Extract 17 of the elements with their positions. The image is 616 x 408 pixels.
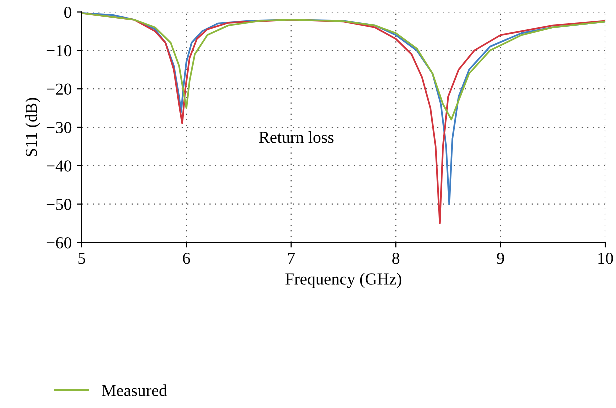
x-tick-label: 8 [392, 252, 400, 264]
x-tick-label: 9 [497, 253, 504, 264]
y-tick-label: −30 [46, 122, 72, 134]
annotation: Return loss [259, 131, 334, 144]
y-axis-title: S11 (dB) [25, 98, 41, 156]
x-tick-label: 10 [598, 252, 614, 264]
x-tick-label: 6 [183, 253, 190, 264]
x-tick-label: 5 [78, 253, 86, 264]
x-tick-label: 7 [288, 253, 296, 264]
y-tick-label: 0 [64, 6, 72, 18]
legend-label: Measured [102, 384, 168, 396]
y-tick-label: −10 [46, 45, 72, 57]
y-tick-label: −40 [46, 160, 72, 172]
y-tick-label: −60 [46, 237, 72, 249]
y-tick-label: −50 [46, 199, 72, 210]
x-axis-title: Frequency (GHz) [286, 273, 402, 288]
y-tick-label: −20 [46, 84, 72, 96]
